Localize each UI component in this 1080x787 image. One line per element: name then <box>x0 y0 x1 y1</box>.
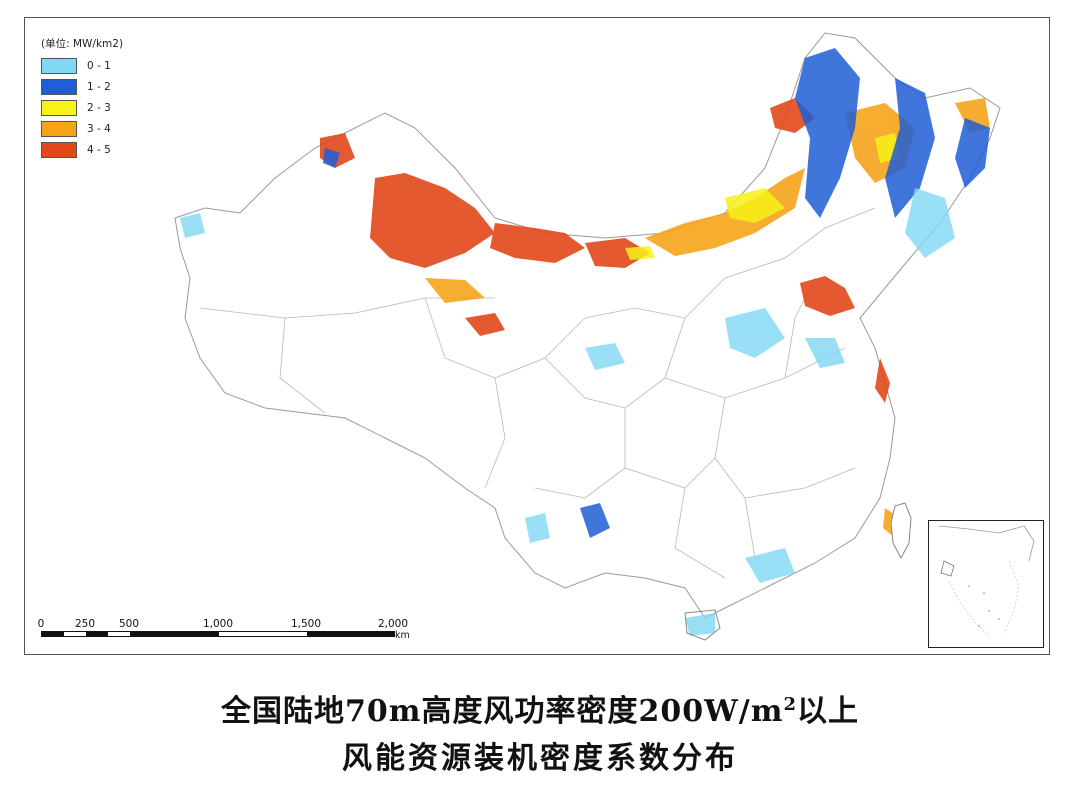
scale-tick-label: 250 <box>74 618 96 630</box>
legend-item: 3 - 4 <box>41 118 123 139</box>
legend-item: 1 - 2 <box>41 76 123 97</box>
south-china-sea-inset <box>928 520 1044 648</box>
legend-swatch <box>41 57 77 74</box>
legend-title: (单位: MW/km2) <box>41 38 124 50</box>
legend-label: 2 - 3 <box>87 101 111 114</box>
china-map <box>174 32 1001 641</box>
legend-item: 2 - 3 <box>41 97 123 118</box>
legend-swatch <box>41 120 77 137</box>
legend-label: 0 - 1 <box>87 59 111 72</box>
legend-item: 0 - 1 <box>41 55 123 76</box>
legend-item: 4 - 5 <box>41 139 123 160</box>
scale-tick-label: 500 <box>118 618 140 630</box>
caption-line-1-prefix: 全国陆地70m高度风功率密度200W/m <box>220 694 784 729</box>
caption-superscript: 2 <box>783 694 798 715</box>
legend-label: 1 - 2 <box>87 80 111 93</box>
scale-tick-label: 1,000 <box>202 618 234 630</box>
scale-tick-label: 2,000 <box>377 618 409 630</box>
legend-label: 3 - 4 <box>87 122 111 135</box>
scale-bar: 0 250 500 1,000 1,500 2,000 km <box>37 618 411 648</box>
map-frame: (单位: MW/km2) 0 - 1 1 - 2 2 - 3 3 - 4 4 -… <box>24 17 1050 655</box>
scale-tick-label: 0 <box>37 618 45 630</box>
wind-patches-light <box>180 188 955 636</box>
hainan <box>684 609 721 641</box>
legend-swatch <box>41 141 77 158</box>
taiwan <box>890 502 912 560</box>
scale-track <box>41 631 395 637</box>
legend-swatch <box>41 78 77 95</box>
inset-map <box>938 525 1035 637</box>
province-lines <box>199 207 876 579</box>
legend: (单位: MW/km2) 0 - 1 1 - 2 2 - 3 3 - 4 4 -… <box>41 36 123 160</box>
wind-patches-high <box>320 98 890 403</box>
wind-patches-yellow <box>625 133 900 260</box>
scale-unit: km <box>395 630 410 641</box>
scale-tick-label: 1,500 <box>290 618 322 630</box>
wind-patches-blue <box>323 48 990 538</box>
caption-line-2: 风能资源装机密度系数分布 <box>342 741 738 776</box>
caption-line-1: 全国陆地70m高度风功率密度200W/m2以上 <box>0 686 1080 730</box>
legend-label: 4 - 5 <box>87 143 111 156</box>
caption-line-1-suffix: 以上 <box>797 694 860 729</box>
legend-swatch <box>41 99 77 116</box>
